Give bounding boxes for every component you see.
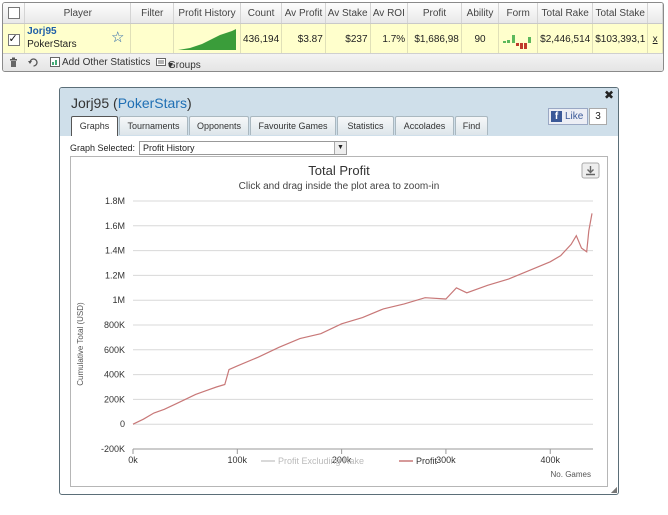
profit-history-sparkline [178, 29, 237, 50]
tab-find[interactable]: Find [455, 116, 488, 135]
av-stake-cell: $237 [325, 23, 371, 56]
tab-accolades[interactable]: Accolades [395, 116, 454, 135]
y-tick-label: 1.2M [105, 270, 125, 280]
tab-statistics[interactable]: Statistics [337, 116, 394, 135]
y-tick-label: 1.4M [105, 246, 125, 256]
player-cell: Jorj95 PokerStars ☆ [24, 23, 132, 56]
x-tick-label: 300k [436, 455, 456, 465]
chart-subtitle: Click and drag inside the plot area to z… [239, 181, 440, 192]
dialog-site-link[interactable]: PokerStars [117, 95, 187, 111]
add-other-statistics-button[interactable]: Add Other Statistics [62, 57, 151, 68]
filter-cell[interactable] [130, 23, 175, 56]
trash-icon[interactable] [9, 57, 18, 71]
close-icon[interactable]: ✖ [603, 88, 614, 102]
column-header-ability[interactable]: Ability [461, 3, 500, 24]
chart-legend[interactable]: Profit Excluding Rake Profit [261, 456, 438, 466]
select-all-checkbox[interactable] [7, 7, 20, 19]
tab-graphs[interactable]: Graphs [71, 116, 118, 136]
resize-handle-icon[interactable]: ◢ [610, 485, 617, 494]
chevron-down-icon[interactable]: ▼ [334, 142, 346, 154]
like-label: Like [565, 111, 584, 122]
add-stats-icon[interactable] [50, 57, 60, 70]
graph-selected-label: Graph Selected: [70, 143, 136, 153]
player-site: PokerStars [27, 39, 77, 50]
row-checkbox-cell[interactable] [3, 23, 26, 56]
x-tick-label: 100k [228, 455, 248, 465]
graph-select-dropdown[interactable]: Profit History ▼ [139, 141, 347, 155]
download-icon[interactable] [581, 162, 600, 179]
form-cell [498, 23, 539, 56]
dialog-player-name: Jorj95 [71, 95, 110, 111]
tab-favourite-games[interactable]: Favourite Games [250, 116, 336, 135]
column-header-total-stake[interactable]: Total Stake [592, 3, 649, 24]
y-tick-label: 1.6M [105, 221, 125, 231]
column-header-av-stake[interactable]: Av Stake [325, 3, 371, 24]
column-header-av-roi[interactable]: Av ROI [370, 3, 409, 24]
y-tick-label: 200K [104, 394, 125, 404]
profit-chart[interactable]: Total Profit Click and drag inside the p… [71, 157, 607, 486]
star-icon[interactable]: ☆ [111, 29, 125, 46]
chevron-down-icon: ▾ [168, 60, 174, 71]
y-tick-label: 0 [120, 419, 125, 429]
total-stake-cell: $103,393,1 [592, 23, 649, 56]
graph-select-value: Profit History [143, 143, 195, 153]
y-tick-label: 1M [112, 295, 125, 305]
x-tick-label: 200k [332, 455, 352, 465]
groups-label: Groups [168, 60, 201, 71]
player-name-link[interactable]: Jorj95 [27, 26, 57, 37]
form-bars [503, 35, 532, 49]
dialog-header: Jorj95 (PokerStars) ✖ f Like 3 Graphs To… [60, 88, 618, 136]
stats-panel: Player Filter Profit History Count Av Pr… [2, 2, 664, 72]
x-tick-label: 400k [540, 455, 560, 465]
column-header-remove [647, 3, 663, 24]
tab-opponents[interactable]: Opponents [189, 116, 249, 135]
profit-cell: $1,686,98 [407, 23, 462, 56]
tab-tournaments[interactable]: Tournaments [119, 116, 188, 135]
dialog-title: Jorj95 (PokerStars) [71, 95, 192, 111]
series-line-profit [132, 213, 593, 425]
y-tick-label: 1.8M [105, 196, 125, 206]
profit-history-cell [173, 23, 242, 56]
count-cell: 436,194 [240, 23, 283, 56]
ability-cell: 90 [461, 23, 500, 56]
like-count: 3 [589, 108, 607, 125]
stats-toolbar: Add Other Statistics Groups ▾ [3, 53, 663, 71]
table-row: Jorj95 PokerStars ☆ 436,194 $3.87 $237 1… [3, 23, 663, 56]
av-profit-cell: $3.87 [281, 23, 326, 56]
row-checkbox[interactable] [7, 32, 20, 46]
total-rake-cell: $2,446,514 [537, 23, 594, 56]
chart-container[interactable]: Total Profit Click and drag inside the p… [70, 156, 608, 487]
refresh-icon[interactable] [28, 57, 39, 71]
y-tick-label: -200K [101, 444, 125, 454]
column-header-profit-history[interactable]: Profit History [173, 3, 242, 24]
legend-item: Profit [416, 456, 438, 466]
column-header-av-profit[interactable]: Av Profit [281, 3, 326, 24]
x-axis-title: No. Games [551, 470, 591, 479]
chart-title: Total Profit [308, 163, 370, 178]
av-roi-cell: 1.7% [370, 23, 409, 56]
y-tick-label: 800K [104, 320, 125, 330]
legend-item: Profit Excluding Rake [278, 456, 364, 466]
y-tick-label: 400K [104, 370, 125, 380]
chart-grid [133, 200, 593, 450]
chart-axes: -200K 0 200K 400K 600K 800K 1M 1.2M 1.4M 1.6M 1.8M… [101, 196, 593, 465]
column-header-player[interactable]: Player [24, 3, 132, 24]
column-header-total-rake[interactable]: Total Rake [537, 3, 594, 24]
column-header-count[interactable]: Count [240, 3, 283, 24]
player-profile-dialog: Jorj95 (PokerStars) ✖ f Like 3 Graphs To… [59, 87, 619, 495]
facebook-like-button[interactable]: f Like [548, 108, 589, 125]
column-header-profit[interactable]: Profit [407, 3, 462, 24]
y-axis-title: Cumulative Total (USD) [76, 302, 85, 386]
remove-row-cell[interactable]: x [647, 23, 663, 56]
column-header-filter[interactable]: Filter [130, 3, 175, 24]
remove-row-link[interactable]: x [652, 34, 658, 45]
facebook-icon: f [551, 111, 562, 122]
column-header-form[interactable]: Form [498, 3, 539, 24]
x-tick-label: 0k [128, 455, 138, 465]
y-tick-label: 600K [104, 345, 125, 355]
select-all-header[interactable] [3, 3, 26, 24]
stats-table: Player Filter Profit History Count Av Pr… [3, 3, 663, 56]
chart-series [132, 213, 593, 425]
groups-icon[interactable] [156, 57, 166, 70]
